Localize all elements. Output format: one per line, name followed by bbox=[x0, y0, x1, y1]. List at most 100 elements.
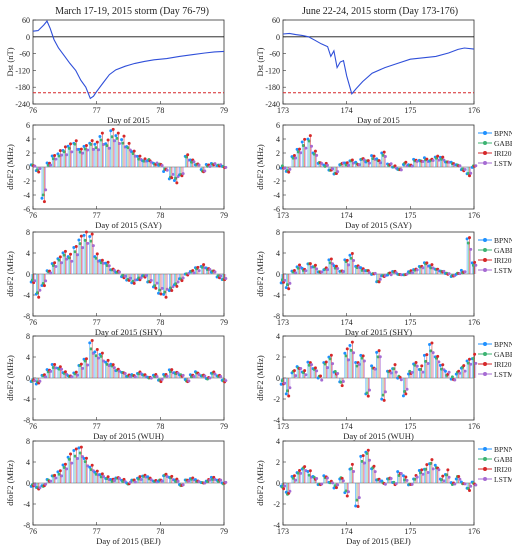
point-lstm bbox=[447, 475, 451, 479]
point-lstm bbox=[144, 273, 148, 277]
point-iri2016 bbox=[350, 340, 354, 344]
y-tick-label: 4 bbox=[276, 332, 280, 341]
y-tick-label: -8 bbox=[273, 312, 280, 321]
point-gabp bbox=[307, 139, 311, 143]
point-gabp bbox=[67, 256, 71, 260]
y-tick-label: 0 bbox=[276, 270, 280, 279]
y-axis-label: Dst (nT) bbox=[5, 47, 15, 76]
point-iri2016 bbox=[191, 269, 195, 273]
point-lstm bbox=[49, 479, 53, 483]
point-iri2016 bbox=[473, 352, 477, 356]
point-gabp bbox=[78, 150, 82, 154]
y-tick-label: -240 bbox=[265, 100, 280, 109]
point-gabp bbox=[392, 367, 396, 371]
point-lstm bbox=[208, 267, 212, 271]
point-lstm bbox=[181, 373, 185, 377]
point-lstm bbox=[373, 470, 377, 474]
point-iri2016 bbox=[79, 147, 83, 151]
point-gabp bbox=[296, 471, 300, 475]
point-bpnn bbox=[438, 363, 442, 367]
y-tick-label: 4 bbox=[276, 135, 280, 144]
y-tick-label: 8 bbox=[26, 228, 30, 237]
point-iri2016 bbox=[95, 469, 99, 473]
point-bpnn bbox=[136, 154, 140, 158]
point-gabp bbox=[333, 370, 337, 374]
point-lstm bbox=[415, 475, 419, 479]
point-lstm bbox=[405, 478, 409, 482]
point-lstm bbox=[283, 484, 287, 488]
point-iri2016 bbox=[345, 494, 349, 498]
point-lstm bbox=[102, 261, 106, 265]
x-tick-label: 176 bbox=[468, 422, 480, 431]
point-iri2016 bbox=[53, 473, 57, 477]
point-gabp bbox=[137, 157, 141, 161]
point-iri2016 bbox=[127, 141, 131, 145]
point-lstm bbox=[447, 160, 451, 164]
point-iri2016 bbox=[404, 160, 408, 164]
point-lstm bbox=[224, 276, 228, 280]
point-gabp bbox=[344, 354, 348, 358]
point-iri2016 bbox=[100, 131, 104, 135]
point-bpnn bbox=[72, 449, 76, 453]
point-iri2016 bbox=[313, 149, 317, 153]
point-gabp bbox=[83, 238, 87, 242]
point-lstm bbox=[192, 271, 196, 275]
point-iri2016 bbox=[63, 249, 67, 253]
point-gabp bbox=[307, 363, 311, 367]
point-bpnn bbox=[50, 154, 54, 158]
point-lstm bbox=[304, 373, 308, 377]
legend: BPNNGABPIRI2016LSTM bbox=[478, 236, 512, 275]
point-gabp bbox=[67, 457, 71, 461]
point-gabp bbox=[307, 473, 311, 477]
point-lstm bbox=[315, 476, 319, 480]
point-iri2016 bbox=[366, 159, 370, 163]
point-bpnn bbox=[422, 353, 426, 357]
point-bpnn bbox=[172, 179, 176, 183]
point-bpnn bbox=[327, 258, 331, 262]
point-lstm bbox=[453, 378, 457, 382]
point-bpnn bbox=[284, 392, 288, 396]
y-tick-label: -8 bbox=[23, 416, 30, 425]
point-lstm bbox=[213, 162, 217, 166]
x-axis-label: Day of 2015 (BEJ) bbox=[346, 536, 411, 546]
point-lstm bbox=[352, 351, 356, 355]
legend-label: GABP bbox=[494, 350, 512, 359]
y-axis-label: dfoF2 (MHz) bbox=[5, 251, 15, 297]
point-gabp bbox=[105, 362, 109, 366]
point-iri2016 bbox=[420, 468, 424, 472]
point-bpnn bbox=[443, 369, 447, 373]
point-iri2016 bbox=[95, 140, 99, 144]
point-iri2016 bbox=[329, 353, 333, 357]
point-lstm bbox=[357, 163, 361, 167]
point-bpnn bbox=[454, 477, 458, 481]
point-gabp bbox=[89, 142, 93, 146]
y-tick-label: 2 bbox=[276, 149, 280, 158]
y-tick-label: 4 bbox=[26, 249, 30, 258]
point-gabp bbox=[355, 364, 359, 368]
point-lstm bbox=[60, 367, 64, 371]
point-gabp bbox=[365, 391, 369, 395]
point-lstm bbox=[405, 272, 409, 276]
point-lstm bbox=[331, 362, 335, 366]
point-iri2016 bbox=[100, 258, 104, 262]
panel-bej_march: 76 77 78 79 -8 -4 0 4 8 Day of 2015 (BEJ) dfoF2 (M… bbox=[5, 437, 228, 546]
y-tick-label: 4 bbox=[26, 353, 30, 362]
point-iri2016 bbox=[132, 281, 136, 285]
point-gabp bbox=[381, 153, 385, 157]
point-iri2016 bbox=[79, 445, 83, 449]
point-gabp bbox=[62, 150, 66, 154]
point-iri2016 bbox=[457, 474, 461, 478]
point-lstm bbox=[357, 362, 361, 366]
point-lstm bbox=[33, 279, 37, 283]
point-gabp bbox=[73, 142, 77, 146]
point-iri2016 bbox=[340, 476, 344, 480]
dst-line bbox=[282, 32, 475, 96]
point-bpnn bbox=[375, 350, 379, 354]
point-bpnn bbox=[40, 196, 44, 200]
point-iri2016 bbox=[74, 447, 78, 451]
y-tick-label: -4 bbox=[273, 191, 280, 200]
point-lstm bbox=[410, 164, 414, 168]
point-iri2016 bbox=[100, 472, 104, 476]
point-lstm bbox=[133, 375, 137, 379]
point-lstm bbox=[133, 480, 137, 484]
